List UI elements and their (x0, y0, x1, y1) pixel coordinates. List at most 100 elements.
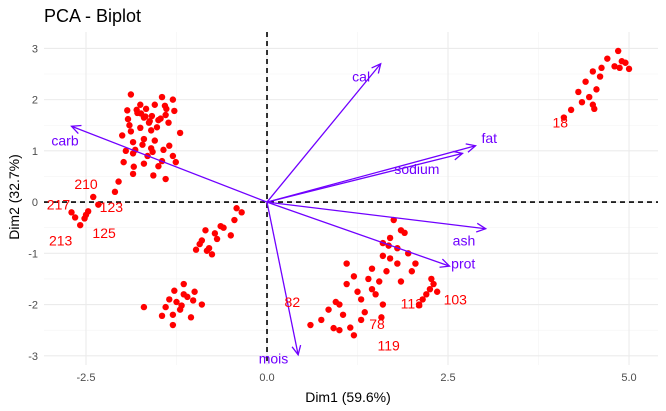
data-point (151, 101, 158, 108)
data-point (191, 288, 198, 295)
data-point (118, 132, 126, 139)
data-point (578, 98, 586, 106)
data-point (162, 303, 169, 311)
y-tick-label: 0 (32, 197, 38, 209)
point-label: 78 (369, 316, 385, 332)
data-point (140, 160, 148, 167)
data-point (176, 129, 184, 137)
data-point (169, 152, 177, 160)
point-label: 113 (401, 296, 424, 312)
data-point (162, 111, 169, 119)
arrow-head (476, 222, 488, 233)
variable-label: sodium (394, 161, 439, 177)
y-tick-label: 3 (32, 43, 38, 55)
variable-arrow (266, 63, 382, 203)
data-point (614, 47, 622, 55)
data-point (336, 326, 343, 334)
data-point (180, 280, 187, 288)
data-point (211, 230, 219, 237)
data-point (122, 147, 130, 155)
data-point (171, 107, 178, 115)
data-point (166, 296, 173, 303)
reference-lines (44, 32, 658, 365)
variable-vectors (70, 62, 488, 357)
arrow-head (70, 124, 82, 135)
data-point (386, 234, 394, 242)
data-point (95, 201, 102, 208)
data-point (146, 117, 153, 125)
data-point (238, 209, 245, 216)
data-point (129, 138, 137, 146)
data-point (149, 148, 156, 156)
data-point (412, 260, 419, 267)
data-point (172, 158, 179, 166)
data-point (169, 311, 177, 318)
data-point (198, 237, 206, 244)
data-point (187, 314, 195, 321)
data-point (307, 321, 314, 329)
y-tick-label: 1 (32, 146, 38, 158)
data-point (169, 96, 177, 103)
y-axis-ticks: -3 -2 -1 0 1 2 3 (28, 43, 38, 362)
data-point (213, 235, 221, 243)
data-point (140, 303, 148, 311)
data-point (598, 64, 605, 72)
data-point (151, 137, 158, 144)
data-point (415, 301, 423, 308)
data-point (203, 247, 211, 254)
x-tick-label: 0.0 (259, 372, 274, 384)
variable-arrow (266, 152, 463, 203)
data-point (357, 316, 365, 324)
data-point (383, 268, 390, 275)
data-point (560, 114, 568, 121)
y-tick-label: -1 (28, 248, 38, 260)
y-axis-title: Dim2 (32.7%) (6, 154, 22, 240)
data-point (408, 268, 416, 275)
data-point (148, 112, 156, 120)
data-point (343, 260, 350, 267)
arrow-head (465, 143, 477, 153)
x-tick-label: 5.0 (621, 372, 636, 384)
data-point (336, 301, 343, 308)
data-point (567, 106, 575, 114)
data-point (397, 278, 405, 285)
data-point (155, 163, 162, 170)
data-point (137, 101, 144, 108)
data-point (166, 142, 173, 149)
data-point (71, 214, 79, 221)
data-point (575, 88, 582, 96)
data-point (129, 170, 137, 178)
data-point (134, 109, 141, 117)
x-tick-label: -2.5 (77, 372, 96, 384)
point-label: 18 (552, 115, 568, 131)
data-point (616, 64, 623, 72)
data-point (433, 288, 441, 295)
data-point (171, 287, 178, 294)
point-label: 119 (377, 338, 400, 354)
data-point (162, 175, 169, 183)
variable-arrow (266, 145, 476, 203)
data-point (589, 68, 597, 75)
data-point (339, 311, 347, 318)
data-point (593, 86, 600, 93)
data-point (140, 114, 148, 121)
variable-label: carb (51, 133, 78, 149)
data-point (202, 227, 209, 234)
data-point (423, 291, 430, 298)
data-point (350, 273, 358, 280)
data-point (394, 260, 401, 267)
variable-label: fat (482, 130, 498, 146)
data-point (217, 222, 224, 230)
data-point (596, 73, 604, 80)
data-point (115, 178, 122, 185)
data-point (378, 314, 385, 321)
data-point (139, 141, 146, 148)
data-point (625, 65, 633, 73)
data-point (178, 302, 185, 309)
data-point (157, 115, 164, 122)
data-point (430, 280, 437, 288)
data-point (150, 172, 157, 179)
data-point (208, 251, 216, 258)
point-label: 217 (47, 197, 71, 213)
data-point (233, 205, 240, 212)
